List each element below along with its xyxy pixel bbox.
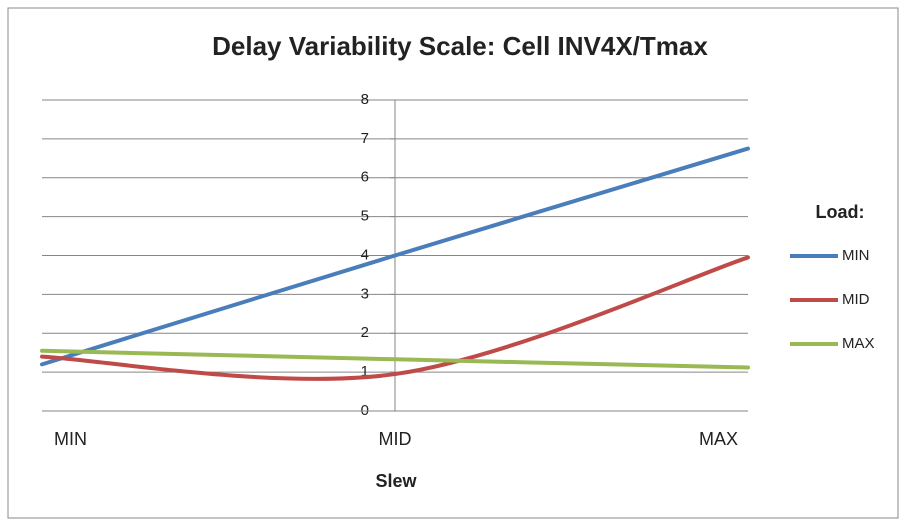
data-line	[40, 146, 750, 367]
y-tick-label: 6	[361, 169, 369, 186]
legend-label: MID	[842, 291, 870, 308]
x-tick-label: MID	[379, 429, 412, 449]
y-tick-label: 4	[361, 246, 369, 263]
x-tick-label: MAX	[699, 429, 738, 449]
chart-border	[7, 7, 899, 519]
y-tick-label: 7	[361, 130, 369, 147]
y-tick-label: 3	[361, 285, 369, 302]
data-line	[40, 348, 750, 370]
y-tick-label: 1	[361, 363, 369, 380]
y-tick-label: 0	[361, 402, 369, 419]
x-tick-label: MIN	[54, 429, 87, 449]
x-axis-title: Slew	[375, 471, 417, 491]
data-line	[40, 255, 750, 381]
legend-label: MAX	[842, 335, 875, 352]
y-tick-label: 2	[361, 324, 369, 341]
legend-label: MIN	[842, 247, 870, 264]
chart-title: Delay Variability Scale: Cell INV4X/Tmax	[212, 31, 708, 61]
y-tick-label: 5	[361, 208, 369, 225]
y-tick-label: 8	[361, 91, 369, 108]
legend-title: Load:	[816, 202, 865, 222]
